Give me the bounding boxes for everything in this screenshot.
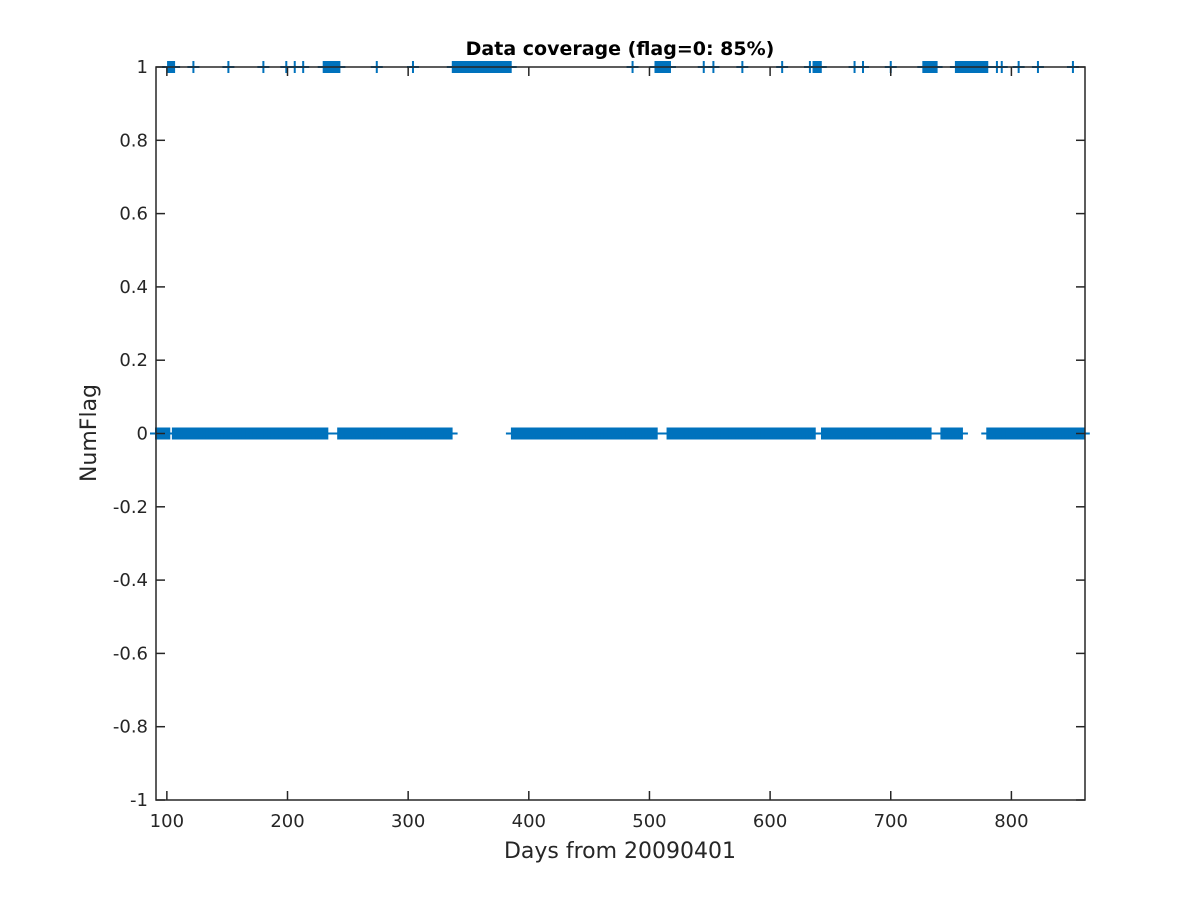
y-tick-label: -0.4 xyxy=(113,570,148,591)
y-tick-label: -1 xyxy=(130,790,148,811)
axis-ticks: 100 200 300 400 500 600 700 800 -1 -0.8 -0.6 -0.4 -0… xyxy=(113,57,1085,832)
y-tick-label: 0.6 xyxy=(119,204,148,225)
y-tick-label: -0.8 xyxy=(113,717,148,738)
y-tick-label: 0.4 xyxy=(119,277,148,298)
y-axis-label: NumFlag xyxy=(77,384,102,482)
x-tick-label: 500 xyxy=(632,811,666,832)
axes-box xyxy=(155,66,1086,801)
y-tick-label: -0.2 xyxy=(113,497,148,518)
x-tick-label: 600 xyxy=(753,811,787,832)
data-point xyxy=(955,427,968,440)
x-tick-label: 400 xyxy=(512,811,546,832)
y-tick-label: 0.2 xyxy=(119,350,148,371)
data-point xyxy=(650,427,663,440)
data-point xyxy=(445,427,458,440)
x-tick-label: 200 xyxy=(270,811,304,832)
y-tick-label: -0.6 xyxy=(113,643,148,664)
y-tick-label: 0 xyxy=(137,424,148,445)
data-point xyxy=(321,427,334,440)
y-tick-label: 0.8 xyxy=(119,130,148,151)
chart-title: Data coverage (flag=0: 85%) xyxy=(466,38,775,60)
x-tick-label: 100 xyxy=(150,811,184,832)
data-point xyxy=(924,427,937,440)
x-tick-label: 700 xyxy=(874,811,908,832)
series-flag-0 xyxy=(150,427,1090,440)
x-tick-label: 300 xyxy=(391,811,425,832)
x-axis-label: Days from 20090401 xyxy=(504,839,736,864)
y-tick-label: 1 xyxy=(137,57,148,78)
x-tick-label: 800 xyxy=(994,811,1028,832)
